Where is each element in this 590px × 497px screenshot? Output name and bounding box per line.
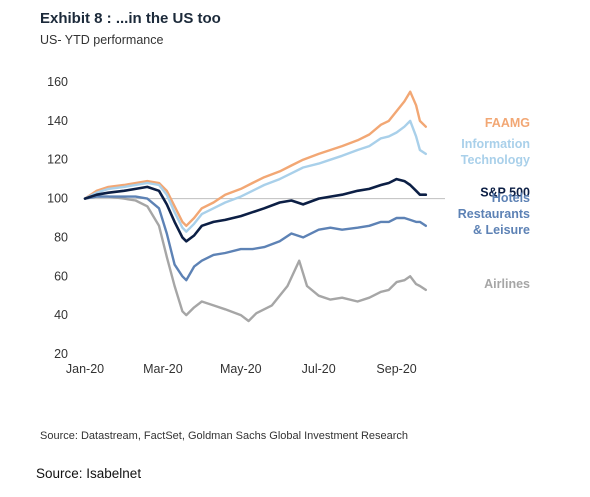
x-tick-label: Jan-20 <box>66 362 104 376</box>
series-label: FAAMG <box>485 116 530 130</box>
x-tick-label: Jul-20 <box>302 362 336 376</box>
data-source-note: Source: Datastream, FactSet, Goldman Sac… <box>40 430 409 442</box>
x-tick-label: Mar-20 <box>143 362 183 376</box>
series-line-information-technology <box>83 119 427 233</box>
x-axis: Jan-20 Mar-20 May-20 Jul-20 Sep-20 <box>66 198 445 376</box>
y-tick-label: 40 <box>54 308 68 322</box>
chart-title: Exhibit 8 : ...in the US too <box>40 10 221 27</box>
chart-subtitle: US- YTD performance <box>40 33 164 47</box>
series-label: Airlines <box>484 277 530 291</box>
series-label: S&P 500 <box>480 186 530 200</box>
series-label: & Leisure <box>473 223 530 237</box>
series-label: Technology <box>461 153 530 167</box>
y-tick-label: 80 <box>54 230 68 244</box>
x-tick-label: Sep-20 <box>376 362 416 376</box>
series-label: Hotels <box>492 191 530 205</box>
y-tick-label: 20 <box>54 347 68 361</box>
image-credit: Source: Isabelnet <box>36 466 142 481</box>
y-tick-label: 100 <box>47 192 68 206</box>
y-tick-label: 140 <box>47 114 68 128</box>
series-lines <box>83 90 428 323</box>
x-tick-label: May-20 <box>220 362 262 376</box>
series-line-airlines <box>83 195 427 323</box>
series-label: Information <box>461 137 530 151</box>
series-label: Restaurants <box>458 207 530 221</box>
series-line-faamg <box>83 90 427 227</box>
y-axis: 20 40 60 80 100 120 140 160 <box>47 75 68 361</box>
y-tick-label: 120 <box>47 153 68 167</box>
series-line-hotels-restaurants-leisure <box>83 195 427 282</box>
series-line-s-p-500 <box>83 177 428 243</box>
y-tick-label: 60 <box>54 269 68 283</box>
y-tick-label: 160 <box>47 75 68 89</box>
